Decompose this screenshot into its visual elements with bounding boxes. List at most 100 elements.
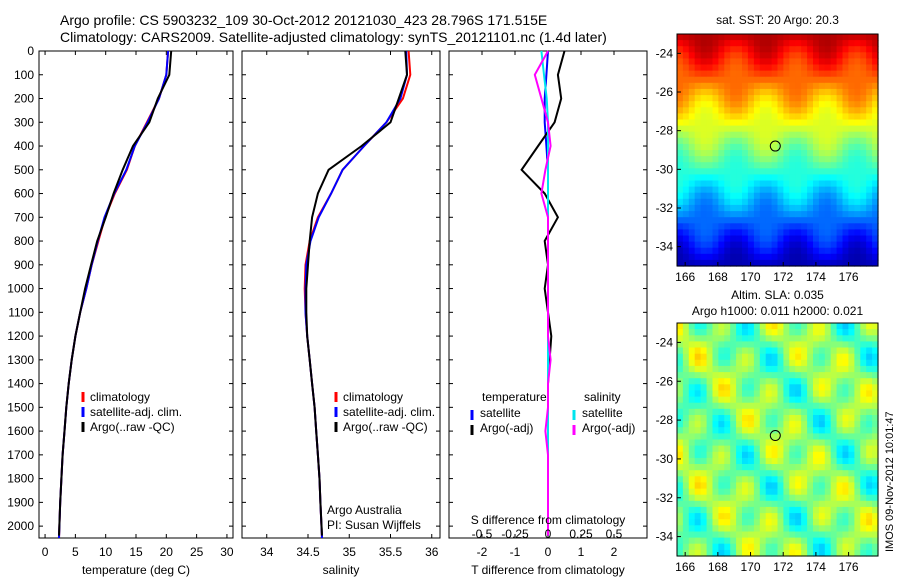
y-tick-label: 200 (14, 92, 34, 106)
map-cell (730, 125, 737, 133)
map-cell (724, 329, 731, 336)
map-cell (706, 70, 714, 78)
map-cell (771, 186, 779, 194)
map-cell (730, 482, 737, 490)
map-cell (848, 131, 855, 139)
map-cell (854, 192, 861, 200)
map-cell (783, 506, 790, 514)
map-cell (736, 531, 743, 539)
map-cell (730, 107, 737, 114)
map-cell (783, 58, 790, 66)
map-cell (771, 95, 779, 102)
map-cell (759, 174, 767, 182)
map-cell (866, 347, 873, 355)
map-cell (807, 329, 814, 336)
map-cell (742, 488, 749, 496)
map-cell (688, 500, 696, 508)
map-cell (694, 323, 702, 330)
map-cell (747, 415, 755, 422)
map-cell (677, 137, 684, 145)
map-cell (688, 506, 696, 514)
map-cell (854, 95, 861, 102)
map-cell (682, 494, 690, 502)
map-cell (872, 347, 879, 355)
map-cell (866, 543, 873, 551)
y-tick-label: 1000 (7, 282, 34, 296)
map-cell (842, 457, 849, 465)
map-cell (730, 396, 737, 404)
map-cell (688, 174, 696, 182)
map-cell (872, 101, 879, 108)
map-cell (677, 168, 684, 175)
map-cell (712, 384, 719, 391)
map-cell (712, 347, 719, 355)
map-cell (783, 378, 790, 385)
map-cell (807, 253, 814, 261)
map-cell (724, 365, 731, 373)
map-cell (807, 525, 814, 532)
map-cell (706, 168, 714, 175)
map-cell (759, 259, 767, 267)
map-cell (813, 433, 820, 441)
map-cell (836, 549, 844, 557)
map-cell (706, 329, 714, 336)
map-cell (818, 347, 826, 355)
map-cell (813, 137, 820, 145)
map-cell (736, 58, 743, 66)
map-cell (818, 150, 826, 157)
map-cell (795, 223, 802, 230)
map-cell (742, 451, 749, 459)
map-x-tick-label: 166 (675, 270, 695, 284)
map-cell (771, 46, 779, 53)
map-cell (866, 513, 873, 520)
map-cell (771, 506, 779, 514)
map-cell (860, 427, 867, 434)
map-cell (854, 186, 861, 194)
map-cell (771, 180, 779, 188)
map-cell (860, 46, 867, 53)
map-cell (842, 150, 849, 157)
map-cell (730, 525, 737, 532)
map-cell (795, 180, 802, 188)
map-cell (777, 415, 784, 422)
map-cell (700, 365, 708, 373)
map-cell (860, 470, 867, 477)
map-cell (694, 34, 702, 41)
map-cell (736, 253, 743, 261)
map-cell (842, 180, 849, 188)
map-cell (807, 192, 814, 200)
map-cell (700, 192, 708, 200)
map-cell (712, 537, 719, 545)
map-cell (765, 34, 773, 41)
map-cell (677, 549, 684, 557)
map-cell (777, 341, 784, 349)
map-cell (860, 543, 867, 551)
map-cell (765, 476, 773, 483)
map-cell (736, 549, 743, 557)
map-cell (777, 198, 784, 206)
map-cell (730, 372, 737, 379)
map-cell (813, 95, 820, 102)
map-cell (682, 537, 690, 545)
map-cell (753, 58, 761, 66)
map-cell (677, 384, 684, 391)
map-cell (807, 70, 814, 78)
legend-group-title: salinity (584, 390, 621, 404)
map-cell (830, 365, 838, 373)
map-cell (736, 519, 743, 526)
map-cell (783, 476, 790, 483)
map-cell (866, 137, 873, 145)
map-cell (747, 470, 755, 477)
map-cell (830, 40, 838, 47)
map-cell (688, 329, 696, 336)
map-cell (813, 470, 820, 477)
map-cell (730, 162, 737, 169)
argo-location-marker (769, 140, 781, 152)
map-cell (818, 40, 826, 47)
map-cell (724, 439, 731, 447)
map-cell (824, 408, 832, 416)
map-cell (830, 247, 838, 255)
map-cell (813, 359, 820, 367)
map-cell (700, 402, 708, 410)
map-cell (836, 101, 844, 108)
